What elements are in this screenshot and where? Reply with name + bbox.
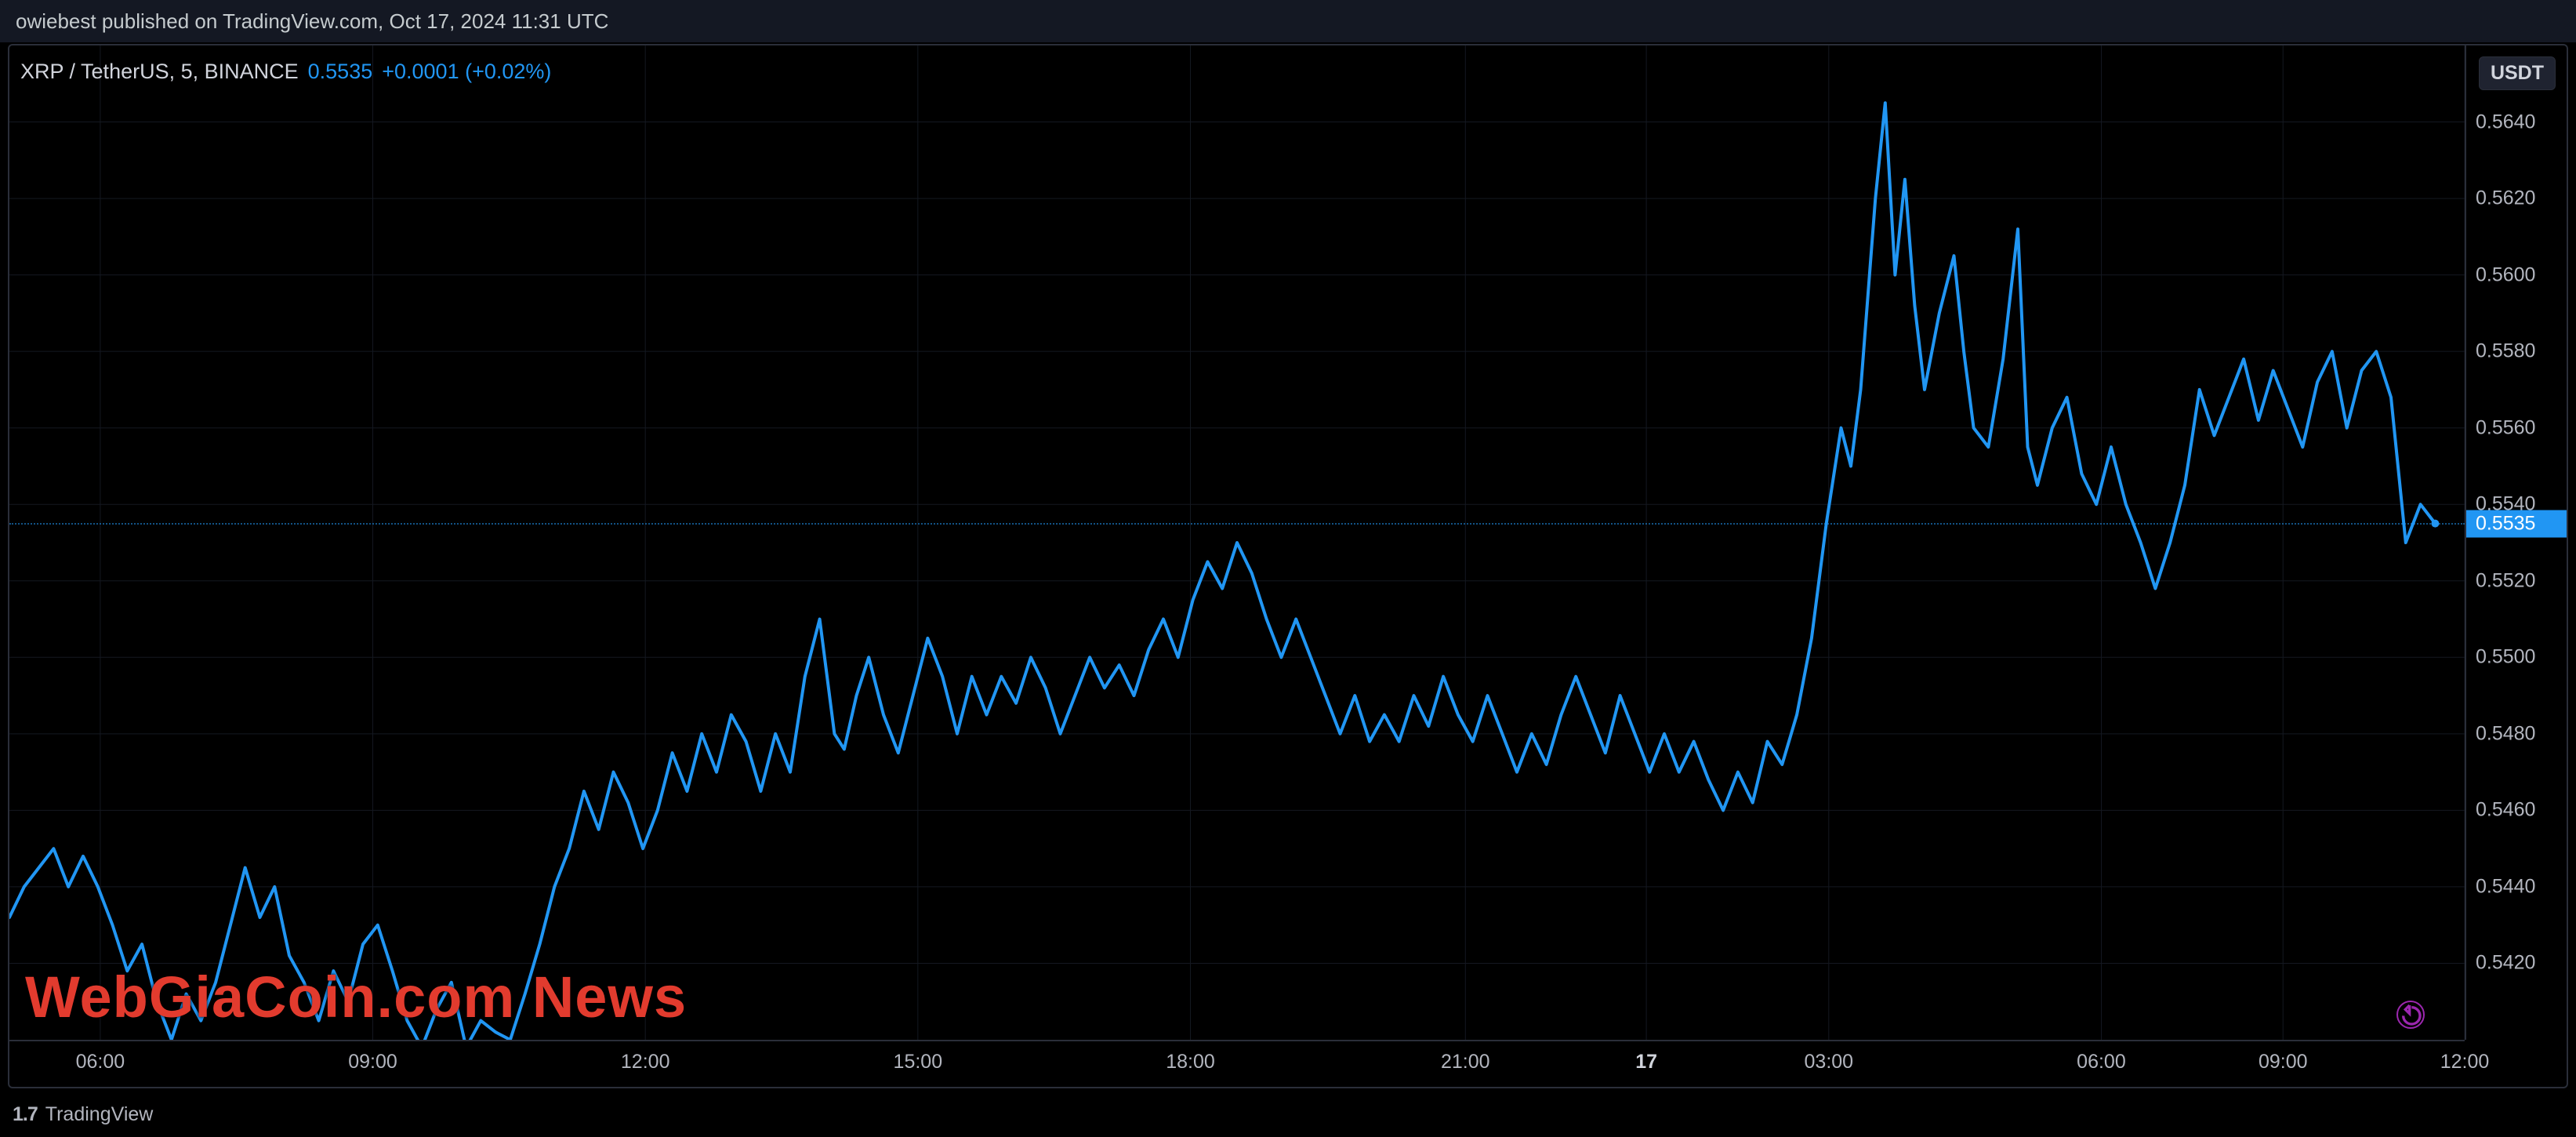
x-tick-label: 12:00	[2440, 1051, 2490, 1073]
y-tick-label: 0.5440	[2476, 875, 2535, 898]
x-tick-label: 06:00	[76, 1051, 125, 1073]
x-tick-label: 09:00	[348, 1051, 397, 1073]
x-tick-label: 06:00	[2077, 1051, 2126, 1073]
current-price-line	[9, 523, 2465, 525]
y-tick-label: 0.5420	[2476, 952, 2535, 975]
x-tick-label: 17	[1635, 1051, 1657, 1073]
x-tick-label: 18:00	[1166, 1051, 1215, 1073]
chart-plot-area[interactable]	[9, 45, 2465, 1040]
chart-legend: XRP / TetherUS, 5, BINANCE 0.5535 +0.000…	[20, 60, 551, 84]
y-axis-unit-button[interactable]: USDT	[2479, 56, 2556, 90]
x-tick-label: 21:00	[1441, 1051, 1490, 1073]
publish-text: owiebest published on TradingView.com, O…	[16, 9, 608, 34]
legend-change: +0.0001 (+0.02%)	[382, 60, 551, 84]
publish-bar: owiebest published on TradingView.com, O…	[0, 0, 2576, 42]
tradingview-brand-text: TradingView	[45, 1103, 154, 1126]
tradingview-logo-icon: 1.7	[13, 1103, 38, 1126]
y-tick-label: 0.5560	[2476, 416, 2535, 439]
x-tick-label: 03:00	[1805, 1051, 1854, 1073]
x-tick-label: 15:00	[894, 1051, 943, 1073]
y-tick-label: 0.5500	[2476, 646, 2535, 669]
chart-container: XRP / TetherUS, 5, BINANCE 0.5535 +0.000…	[8, 44, 2568, 1088]
legend-symbol[interactable]: XRP / TetherUS, 5, BINANCE	[20, 60, 299, 84]
x-tick-label: 12:00	[621, 1051, 670, 1073]
legend-last: 0.5535	[308, 60, 373, 84]
x-tick-label: 09:00	[2259, 1051, 2308, 1073]
y-tick-label: 0.5540	[2476, 493, 2535, 516]
y-tick-label: 0.5480	[2476, 722, 2535, 745]
tradingview-branding[interactable]: 1.7 TradingView	[13, 1103, 153, 1126]
x-axis[interactable]: 06:00 09:00 12:00 15:00 18:00 21:00 17 03:00 06:…	[9, 1040, 2465, 1087]
replay-icon[interactable]	[2396, 1001, 2425, 1029]
y-tick-label: 0.5520	[2476, 569, 2535, 592]
y-tick-label: 0.5580	[2476, 340, 2535, 363]
y-axis[interactable]: USDT 0.55350.54200.54400.54600.54800.550…	[2465, 45, 2567, 1040]
y-tick-label: 0.5460	[2476, 799, 2535, 822]
y-tick-label: 0.5600	[2476, 263, 2535, 286]
y-tick-label: 0.5620	[2476, 187, 2535, 210]
y-tick-label: 0.5640	[2476, 111, 2535, 133]
